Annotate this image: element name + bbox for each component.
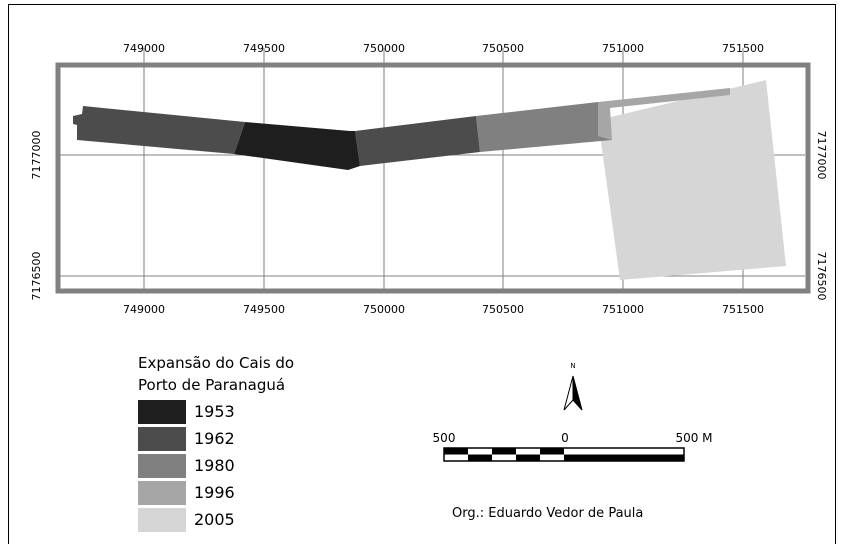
x-tick-label-top: 750000 [363,42,405,55]
legend-item-label: 1980 [194,456,235,475]
y-ticks-right: 7177000 7176500 [815,131,828,301]
y-tick-label-left: 7176500 [30,252,43,301]
legend-item-label: 1996 [194,483,235,502]
y-tick-label-right: 7177000 [815,131,828,180]
legend-swatch [138,480,186,505]
legend-item: 1980 [138,452,358,479]
scale-right-label: 500 M [675,431,712,445]
x-tick-label-top: 751000 [602,42,644,55]
legend-item-label: 2005 [194,510,235,529]
x-tick-label-top: 749000 [123,42,165,55]
legend-item-label: 1953 [194,402,235,421]
map-legend: Expansão do Cais do Porto de Paranaguá 1… [138,352,358,533]
y-tick-label-left: 7177000 [30,131,43,180]
y-ticks-left: 7177000 7176500 [30,131,43,301]
scale-segment [564,454,684,461]
scale-mid-label: 0 [561,431,569,445]
scale-bar: 500 0 500 M [433,431,713,462]
legend-item: 1953 [138,398,358,425]
x-tick-label-bottom: 751000 [602,303,644,316]
y-tick-label-right: 7176500 [815,252,828,301]
legend-swatch [138,399,186,424]
area-1962-east [355,116,480,166]
x-tick-label-top: 751500 [722,42,764,55]
north-arrow-label: N [570,362,575,370]
x-tick-label-top: 750500 [482,42,524,55]
x-tick-label-bottom: 749500 [243,303,285,316]
legend-swatch [138,426,186,451]
area-1996 [598,88,730,140]
area-1980 [476,102,612,152]
legend-title-line1: Expansão do Cais do [138,354,295,372]
legend-item: 2005 [138,506,358,533]
x-tick-label-bottom: 751500 [722,303,764,316]
area-1962-west [73,106,245,154]
north-arrow-left-half [563,375,574,411]
x-ticks-bottom: 749000 749500 750000 750500 751000 751500 [123,303,764,316]
scale-segment [516,454,540,461]
map-neatline [55,62,811,294]
scale-left-label: 500 [433,431,456,445]
map-credit: Org.: Eduardo Vedor de Paula [452,506,644,521]
scale-segment [468,454,492,461]
x-tick-label-bottom: 749000 [123,303,165,316]
area-1953 [234,122,360,170]
legend-title-line2: Porto de Paranaguá [138,376,286,394]
legend-item: 1962 [138,425,358,452]
x-ticks-top: 749000 749500 750000 750500 751000 751500 [123,42,764,55]
scale-segment [444,448,468,455]
north-arrow: N [563,362,583,411]
legend-swatch [138,453,186,478]
map-layout-frame [8,4,836,544]
legend-swatch [138,507,186,532]
x-tick-label-bottom: 750000 [363,303,405,316]
scale-segment [540,448,564,455]
north-arrow-right-half [572,375,583,411]
legend-item: 1996 [138,479,358,506]
legend-item-label: 1962 [194,429,235,448]
x-tick-label-top: 749500 [243,42,285,55]
x-tick-label-bottom: 750500 [482,303,524,316]
quay-expansion-polygons [73,80,786,280]
legend-items: 1953 1962 1980 1996 2005 [138,398,358,533]
scale-segment [492,448,516,455]
area-2005 [598,80,786,280]
